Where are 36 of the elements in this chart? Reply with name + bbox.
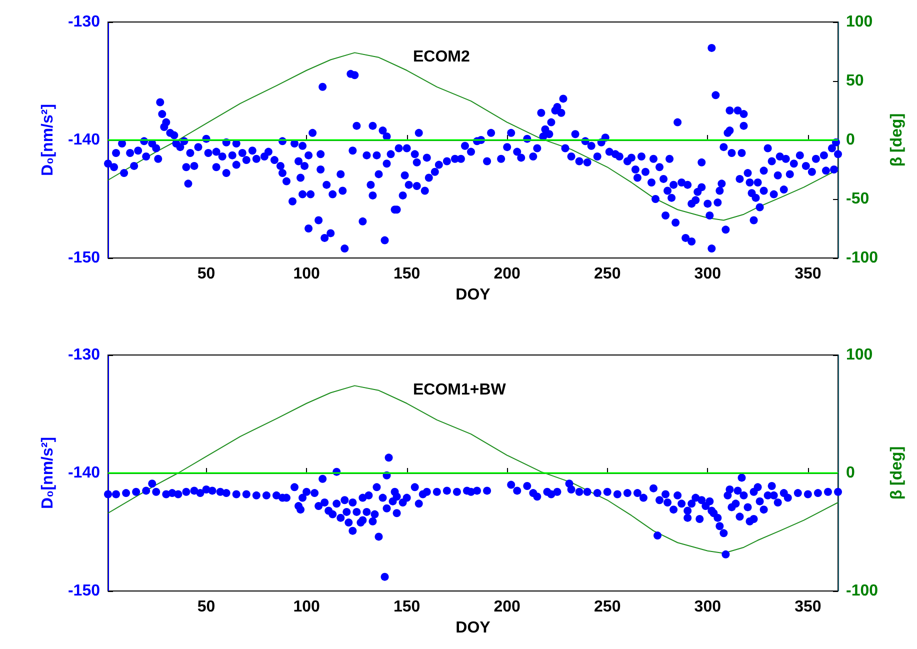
x-tick-label: 150: [393, 266, 420, 282]
y-tick-label: -140: [68, 464, 100, 482]
x-tick-label: 250: [594, 266, 621, 282]
y-tick-label: -130: [68, 14, 100, 30]
x-tick-label: 100: [293, 266, 320, 282]
x-tick-label: 300: [694, 598, 722, 616]
y2-axis-title: β [deg]: [888, 446, 906, 500]
y2-axis-title: β [deg]: [888, 113, 906, 167]
y-tick-label: -130: [68, 346, 100, 364]
y-tick-label: -150: [68, 250, 100, 266]
y2-tick-label: 0: [846, 464, 855, 482]
y-tick-label: -140: [68, 132, 100, 148]
y-tick-label: -150: [68, 582, 100, 600]
y2-tick-label: 0: [846, 132, 855, 148]
y2-tick-label: -100: [846, 582, 878, 600]
x-tick-label: 350: [794, 598, 822, 616]
y-axis-title: D₀[nm/s²]: [40, 436, 56, 510]
x-tick-label: 250: [594, 598, 621, 616]
x-tick-label: 150: [393, 598, 420, 616]
y2-tick-label: -100: [846, 250, 878, 266]
y2-tick-label: 100: [846, 14, 873, 30]
x-tick-label: 100: [293, 598, 320, 616]
x-axis-title: DOY: [456, 619, 491, 636]
x-tick-label: 50: [197, 266, 216, 282]
x-tick-label: 350: [794, 266, 822, 282]
y-axis-title: D₀[nm/s²]: [40, 104, 56, 176]
x-tick-label: 50: [197, 598, 216, 616]
x-tick-label: 200: [494, 598, 521, 616]
x-tick-label: 200: [494, 266, 521, 282]
y2-tick-label: 50: [846, 72, 864, 90]
text: ECOM2: [413, 48, 470, 66]
y2-tick-label: 100: [846, 346, 873, 364]
text: ECOM1+BW: [413, 382, 507, 398]
x-axis-title: DOY: [456, 286, 491, 304]
x-tick-label: 300: [694, 266, 722, 282]
y2-tick-label: -50: [846, 190, 870, 208]
